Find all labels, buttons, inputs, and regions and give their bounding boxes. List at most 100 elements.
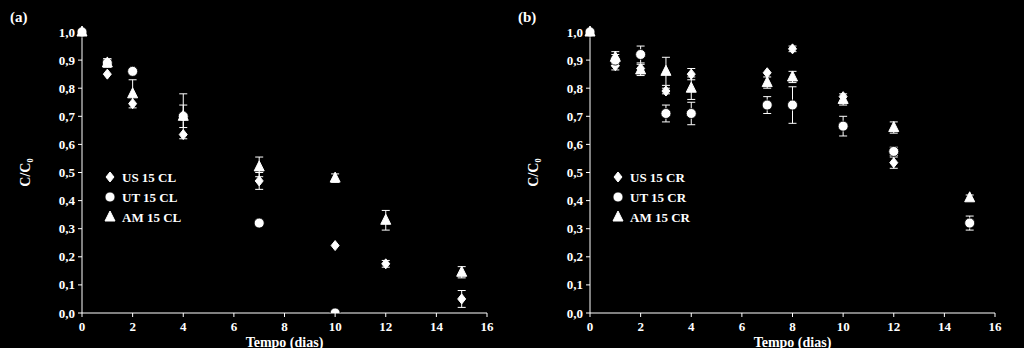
x-tick-label: 2 [129, 319, 136, 334]
x-tick [944, 313, 945, 317]
y-tick-label: 0,6 [59, 137, 76, 152]
y-tick-label: 0,2 [59, 249, 75, 264]
y-tick [78, 172, 82, 173]
data-point [128, 88, 138, 98]
x-tick [233, 313, 234, 317]
panel-label: (a) [10, 9, 28, 26]
data-point [330, 308, 340, 313]
legend-marker [614, 172, 622, 182]
y-tick-label: 1,0 [59, 25, 75, 40]
data-point [636, 64, 646, 74]
x-tick [487, 313, 488, 317]
data-point [965, 218, 975, 228]
error-bar [839, 116, 847, 136]
y-tick [78, 284, 82, 285]
legend-marker [106, 172, 114, 182]
x-tick-label: 6 [231, 319, 238, 334]
data-point [662, 86, 670, 96]
y-tick [586, 228, 590, 229]
data-point [686, 108, 696, 118]
data-point [102, 57, 112, 67]
error-bar [839, 94, 847, 105]
series [77, 27, 340, 313]
y-tick-label: 0,4 [59, 193, 76, 208]
x-tick-label: 14 [938, 319, 952, 334]
x-tick [82, 313, 83, 317]
x-tick-label: 12 [887, 319, 900, 334]
error-bar [255, 157, 263, 177]
y-tick [586, 144, 590, 145]
data-point [965, 192, 975, 202]
series [586, 27, 974, 228]
error-bar [763, 77, 771, 88]
y-tick [586, 256, 590, 257]
x-tick [893, 313, 894, 317]
y-tick-label: 0,3 [59, 221, 76, 236]
legend: US 15 CLUT 15 CLAM 15 CL [105, 170, 182, 225]
x-tick [284, 313, 285, 317]
y-tick-label: 0,7 [567, 109, 584, 124]
series [77, 26, 467, 278]
error-bar [662, 57, 670, 85]
chart-panel: 0,00,10,20,30,40,50,60,70,80,91,00246810… [518, 9, 1002, 348]
x-tick-label: 6 [739, 319, 746, 334]
data-point [102, 58, 112, 68]
y-tick-label: 0,8 [567, 81, 584, 96]
x-tick [436, 313, 437, 317]
data-point [788, 100, 798, 110]
data-point [838, 93, 848, 103]
x-axis-label: Tempo (dias) [754, 335, 832, 348]
error-bar [458, 291, 466, 308]
x-tick-label: 0 [587, 319, 594, 334]
data-point [789, 44, 797, 54]
data-point [610, 51, 620, 61]
y-tick [586, 313, 590, 314]
y-axis-label: C/C₀ [18, 158, 33, 186]
data-point [178, 110, 188, 120]
series [78, 27, 466, 307]
y-tick-label: 0,9 [59, 53, 76, 68]
x-tick [792, 313, 793, 317]
x-tick [335, 313, 336, 317]
x-tick-label: 8 [789, 319, 796, 334]
error-bar [789, 87, 797, 124]
y-tick [78, 60, 82, 61]
y-tick-label: 0,7 [59, 109, 76, 124]
data-point [381, 214, 391, 224]
y-tick [586, 116, 590, 117]
y-tick [78, 256, 82, 257]
error-bar [637, 64, 645, 75]
error-bar [890, 122, 898, 133]
error-bar [662, 105, 670, 122]
error-bar [179, 105, 187, 127]
x-tick [183, 313, 184, 317]
data-point [330, 172, 340, 182]
x-tick [132, 313, 133, 317]
error-bar [382, 210, 390, 230]
data-point [78, 27, 86, 37]
y-tick-label: 1,0 [567, 25, 583, 40]
legend-label: UT 15 CR [630, 190, 687, 205]
data-point [788, 71, 798, 81]
plot-area [77, 26, 467, 313]
x-tick-label: 12 [379, 319, 392, 334]
background [0, 0, 1024, 348]
chart-panel: 0,00,10,20,30,40,50,60,70,80,91,00246810… [10, 9, 494, 348]
x-tick [995, 313, 996, 317]
error-bar [458, 267, 466, 278]
data-point [762, 77, 772, 87]
y-tick [586, 60, 590, 61]
data-point [966, 218, 974, 228]
x-tick-label: 10 [329, 319, 342, 334]
data-point [457, 266, 467, 276]
data-point [661, 65, 671, 75]
data-point [77, 27, 87, 37]
legend: US 15 CRUT 15 CRAM 15 CR [613, 170, 691, 225]
data-point [686, 82, 696, 92]
data-point [890, 158, 898, 168]
data-point [889, 122, 899, 132]
y-tick-label: 0,0 [59, 306, 75, 321]
y-tick-label: 0,1 [59, 277, 75, 292]
x-tick [590, 313, 591, 317]
data-point [77, 26, 87, 36]
